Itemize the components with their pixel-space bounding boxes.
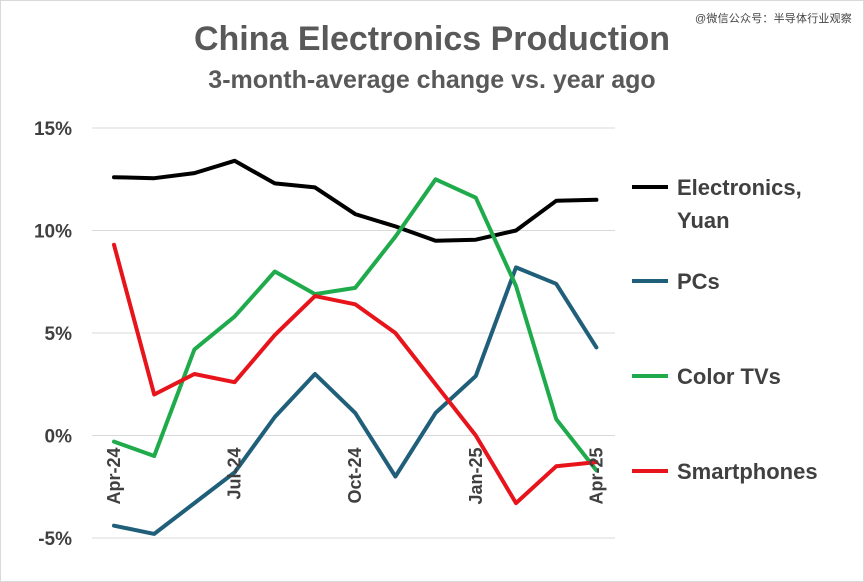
y-axis-ticks: -5% 0% 5% 10% 15%	[34, 119, 72, 550]
watermark: @微信公众号：半导体行业观察	[695, 13, 852, 25]
legend-label: Yuan	[677, 208, 730, 233]
series-lines	[112, 158, 599, 536]
legend-label: Electronics,	[677, 175, 802, 200]
y-tick-label: 5%	[45, 324, 73, 345]
series-line-2	[112, 177, 599, 473]
x-tick-label: Apr-24	[104, 448, 124, 505]
x-tick-label: Apr-25	[586, 448, 606, 505]
series-line-0	[112, 158, 599, 243]
x-axis-ticks: Apr-24 Jul-24 Oct-24 Jan-25 Apr-25	[104, 448, 606, 505]
x-tick-label: Jan-25	[466, 448, 486, 505]
x-tick-label: Jul-24	[225, 448, 245, 500]
y-tick-label: 0%	[45, 427, 73, 448]
gridlines	[92, 127, 615, 539]
x-tick-label: Oct-24	[345, 448, 365, 504]
legend: Electronics, Yuan PCs Color TVs Smartphones	[632, 175, 818, 484]
legend-label: Smartphones	[677, 459, 818, 484]
legend-label: PCs	[677, 269, 720, 294]
chart-subtitle: 3-month-average change vs. year ago	[208, 66, 656, 94]
legend-label: Color TVs	[677, 364, 781, 389]
series-line-3	[112, 242, 599, 506]
series-line-1	[112, 265, 599, 536]
y-tick-label: 10%	[34, 222, 72, 243]
y-tick-label: 15%	[34, 119, 72, 140]
y-tick-label: -5%	[38, 529, 72, 550]
chart-title: China Electronics Production	[193, 20, 671, 58]
